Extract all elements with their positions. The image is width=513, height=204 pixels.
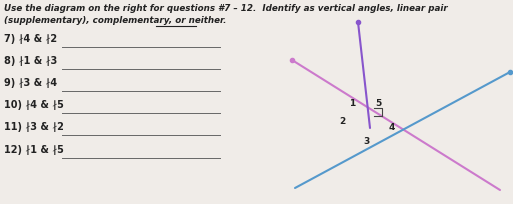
Text: (supplementary), complementary, or neither.: (supplementary), complementary, or neith… — [4, 16, 227, 25]
Text: 8) ∤1 & ∤3: 8) ∤1 & ∤3 — [4, 56, 57, 66]
Text: 1: 1 — [349, 100, 355, 109]
Text: 4: 4 — [389, 123, 395, 133]
Text: Use the diagram on the right for questions #7 – 12.  Identify as vertical angles: Use the diagram on the right for questio… — [4, 4, 448, 13]
Text: 7) ∤4 & ∤2: 7) ∤4 & ∤2 — [4, 34, 57, 44]
Text: 10) ∤4 & ∤5: 10) ∤4 & ∤5 — [4, 100, 64, 110]
Text: 11) ∤3 & ∤2: 11) ∤3 & ∤2 — [4, 122, 64, 132]
Text: 12) ∤1 & ∤5: 12) ∤1 & ∤5 — [4, 145, 64, 155]
Text: 2: 2 — [339, 118, 345, 126]
Text: 3: 3 — [363, 137, 369, 146]
Text: 5: 5 — [375, 100, 381, 109]
Text: 9) ∤3 & ∤4: 9) ∤3 & ∤4 — [4, 78, 57, 88]
